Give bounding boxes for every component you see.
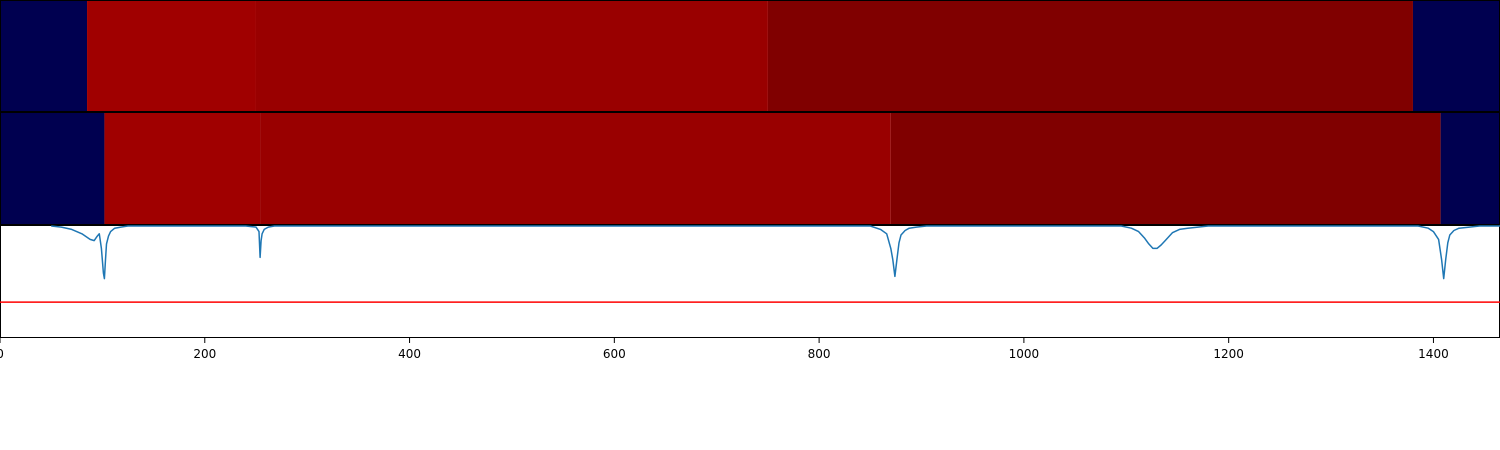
heatmap-segment-1-2 [87, 1, 256, 112]
x-tick-label: 200 [193, 347, 216, 361]
heatmap-top-panel [0, 0, 1500, 112]
x-tick-label: 800 [808, 347, 831, 361]
series-line [51, 225, 1500, 280]
heatmap-segment-2-4 [890, 113, 1441, 225]
x-tick-label: 400 [398, 347, 421, 361]
heatmap-segment-2-5 [1440, 113, 1500, 225]
x-tick-label: 1000 [1009, 347, 1040, 361]
heatmap-segment-1-4 [767, 1, 1413, 112]
x-tick-label: 0 [0, 347, 4, 361]
line-plot-panel [0, 225, 1500, 338]
x-tick-label: 1200 [1213, 347, 1244, 361]
heatmap-segment-2-1 [0, 113, 105, 225]
x-axis: 0 200 400 600 800 1000 1200 1400 [0, 338, 1449, 361]
x-tick-label: 600 [603, 347, 626, 361]
line-panel-frame [0, 225, 1500, 338]
heatmap-segment-1-3 [255, 1, 768, 112]
x-tick-label: 1400 [1418, 347, 1449, 361]
heatmap-segment-2-2 [104, 113, 261, 225]
heatmap-segment-2-3 [260, 113, 891, 225]
heatmap-segment-1-1 [0, 1, 88, 112]
heatmap-bottom-panel [0, 112, 1500, 225]
heatmap-segment-1-5 [1412, 1, 1500, 112]
